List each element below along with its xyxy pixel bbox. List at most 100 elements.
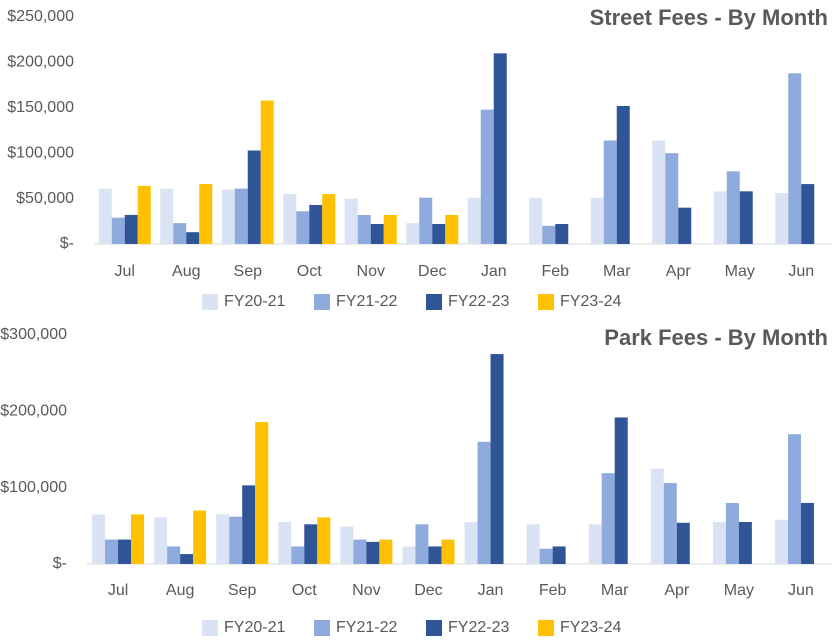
bar [526,524,540,564]
legend-label: FY22-23 [448,619,509,636]
legend-label: FY23-24 [560,293,621,310]
bar [678,207,692,244]
x-tick-label: Jun [788,582,814,599]
legend-swatch [538,294,554,310]
bar [216,514,230,564]
bar [542,225,556,244]
bar [234,188,248,244]
x-tick-label: Jul [108,582,128,599]
x-tick-label: Dec [414,582,442,599]
chart-title: Park Fees - By Month [604,325,828,350]
legend-swatch [314,620,330,636]
bar [467,197,481,244]
bar [296,211,310,244]
x-tick-label: Jan [481,263,507,280]
y-tick-label: $50,000 [16,190,74,207]
bar [304,524,318,564]
x-tick-label: Nov [357,263,385,280]
bar [160,188,174,244]
y-tick-label: $- [60,235,74,252]
legend-swatch [426,294,442,310]
bar [787,434,801,564]
bar [98,188,112,244]
bar [260,100,274,244]
bar [588,524,602,564]
x-tick-label: Aug [172,263,200,280]
bar [379,539,393,564]
bar [738,522,752,564]
bar [199,184,213,244]
x-tick-label: Aug [166,582,194,599]
legend-label: FY23-24 [560,619,621,636]
bar [652,140,666,244]
bar [775,193,789,244]
bar [590,197,604,244]
bar [676,522,690,564]
bar [774,519,788,564]
bar [464,522,478,564]
x-tick-label: Nov [352,582,380,599]
bar [441,539,455,564]
bar [221,189,235,244]
bar [788,73,802,245]
legend-swatch [202,620,218,636]
y-tick-label: $200,000 [0,403,67,420]
bar [601,473,615,564]
bar [322,194,336,244]
x-tick-label: Feb [539,582,567,599]
bar [229,516,243,564]
x-tick-label: Sep [234,263,263,280]
y-tick-label: $150,000 [7,99,74,116]
y-tick-label: $200,000 [7,54,74,71]
legend-label: FY20-21 [224,293,285,310]
bar [539,548,553,564]
bar [340,526,354,564]
bar [445,214,459,244]
bar [344,198,358,244]
legend-label: FY20-21 [224,619,285,636]
x-tick-label: Jun [788,263,814,280]
bar [428,546,442,564]
x-tick-label: Mar [601,582,629,599]
bar [111,217,125,244]
bar [180,554,194,564]
bar [712,522,726,564]
bar [118,539,132,564]
y-tick-label: $100,000 [7,144,74,161]
y-tick-label: $- [53,555,67,572]
x-tick-label: Sep [228,582,257,599]
bar [477,441,491,564]
bar [131,514,145,564]
legend-swatch [202,294,218,310]
legend-swatch [538,620,554,636]
bar [415,524,429,564]
bar [278,522,292,564]
legend-swatch [314,294,330,310]
bar [317,517,331,564]
x-tick-label: May [724,582,754,599]
bar [247,150,261,244]
x-tick-label: May [725,263,755,280]
bar [309,204,323,244]
legend-swatch [426,620,442,636]
bar [366,541,380,564]
x-tick-label: Apr [664,582,690,599]
bar [603,140,617,244]
bar [726,171,740,244]
bar [552,546,566,564]
bar [739,191,753,244]
x-tick-label: Oct [292,582,317,599]
bar [555,224,569,244]
bar [406,223,420,244]
bar [137,185,151,244]
bar [173,223,187,244]
bar [154,517,168,564]
bar [291,546,305,564]
y-tick-label: $300,000 [0,326,67,343]
bar [432,224,446,244]
bar [105,539,119,564]
bar [713,191,727,244]
bar [186,232,200,244]
x-tick-label: Mar [603,263,631,280]
bar [255,422,269,564]
